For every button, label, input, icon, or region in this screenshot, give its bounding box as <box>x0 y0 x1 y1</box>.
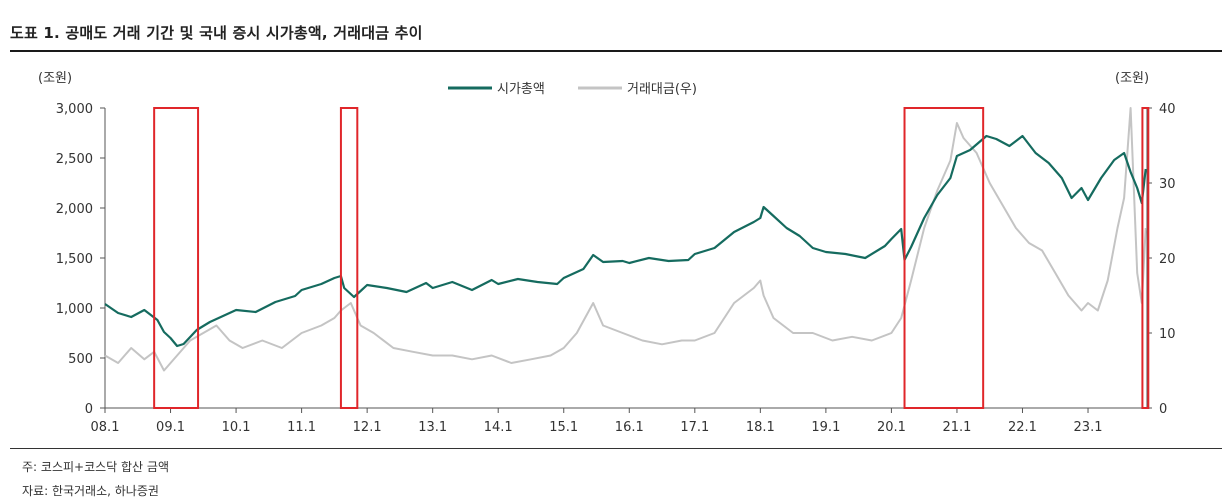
legend: 시가총액 거래대금(우) <box>448 82 697 97</box>
shaded-periods <box>153 107 1150 409</box>
y-tick-label: 0 <box>85 402 93 417</box>
x-tick-label: 14.1 <box>484 420 513 435</box>
page-title: 도표 1. 공매도 거래 기간 및 국내 증시 시가총액, 거래대금 추이 <box>10 24 423 42</box>
x-tick-label: 21.1 <box>942 420 971 435</box>
y-axis-label: (조원) <box>38 71 72 86</box>
source-note: 자료: 한국거래소, 하나증권 <box>22 484 159 498</box>
x-tick-label: 17.1 <box>680 420 709 435</box>
series-line-market-cap <box>104 134 1147 348</box>
y2-tick-label: 20 <box>1159 252 1176 267</box>
x-tick-label: 10.1 <box>222 420 251 435</box>
series-line-trading-value <box>104 107 1147 372</box>
x-tick-label: 08.1 <box>91 420 120 435</box>
title-rule <box>10 50 1222 52</box>
x-tick-label: 20.1 <box>877 420 906 435</box>
x-tick-label: 23.1 <box>1074 420 1103 435</box>
y-tick-label: 2,500 <box>56 152 93 167</box>
x-tick-label: 18.1 <box>746 420 775 435</box>
shaded-period-box <box>153 107 200 409</box>
x-tick-label: 12.1 <box>353 420 382 435</box>
y-tick-label: 2,000 <box>56 202 93 217</box>
x-tick-label: 19.1 <box>811 420 840 435</box>
y2-tick-label: 0 <box>1159 402 1167 417</box>
bottom-rule <box>10 448 1222 449</box>
shaded-period-box <box>903 107 985 409</box>
x-tick-label: 22.1 <box>1008 420 1037 435</box>
y2-tick-label: 40 <box>1159 102 1176 117</box>
x-tick-label: 13.1 <box>418 420 447 435</box>
legend-label-trading-value: 거래대금(우) <box>627 82 697 97</box>
y2-tick-label: 30 <box>1159 177 1176 192</box>
x-tick-label: 15.1 <box>549 420 578 435</box>
chart: (조원) (조원) 3,0002,5002,0001,5001,0005000 … <box>38 71 1176 435</box>
y-tick-label: 500 <box>68 352 93 367</box>
x-tick-label: 16.1 <box>615 420 644 435</box>
y-ticks: 3,000 2,500 2,000 1,500 1,000 500 0 <box>56 102 105 417</box>
y2-axis-label: (조원) <box>1115 71 1149 86</box>
y-tick-label: 3,000 <box>56 102 93 117</box>
y2-ticks: 40 30 20 10 0 <box>1147 102 1176 417</box>
series-lines <box>104 107 1147 372</box>
y2-tick-label: 10 <box>1159 327 1176 342</box>
y-tick-label: 1,000 <box>56 302 93 317</box>
x-ticks: 08.1 09.1 10.1 11.1 12.1 13.1 14.1 15.1 16.1 17.1… <box>91 408 1103 435</box>
x-tick-label: 11.1 <box>287 420 316 435</box>
axes <box>104 108 1148 409</box>
footnote: 주: 코스피+코스닥 합산 금액 <box>22 460 169 474</box>
shaded-period-box <box>339 107 359 409</box>
y-tick-label: 1,500 <box>56 252 93 267</box>
shaded-period-box <box>1141 107 1150 409</box>
x-tick-label: 09.1 <box>156 420 185 435</box>
legend-label-market-cap: 시가총액 <box>497 82 545 97</box>
